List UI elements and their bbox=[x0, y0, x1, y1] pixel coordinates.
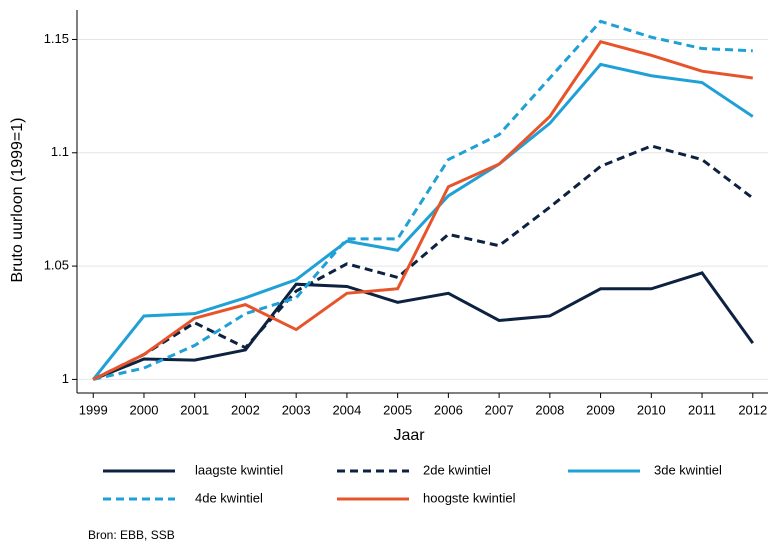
x-tick-label: 1999 bbox=[79, 402, 108, 417]
x-tick-label: 2009 bbox=[586, 402, 615, 417]
y-tick-label: 1 bbox=[62, 371, 69, 386]
line bbox=[92, 19, 753, 381]
legend-label: 4de kwintiel bbox=[195, 490, 263, 505]
x-tick-label: 2008 bbox=[535, 402, 564, 417]
y-axis-title: Bruto uurloon (1999=1) bbox=[9, 118, 26, 283]
y-tick-label: 1.05 bbox=[44, 258, 69, 273]
line bbox=[92, 40, 753, 381]
legend-label: 3de kwintiel bbox=[654, 462, 722, 477]
x-tick-label: 2001 bbox=[180, 402, 209, 417]
x-tick-label: 2000 bbox=[130, 402, 159, 417]
x-tick-label: 2004 bbox=[332, 402, 361, 417]
legend-label: hoogste kwintiel bbox=[423, 490, 516, 505]
line bbox=[92, 144, 754, 381]
line bbox=[92, 62, 754, 381]
line bbox=[92, 271, 754, 381]
x-tick-label: 2003 bbox=[282, 402, 311, 417]
y-tick-label: 1.1 bbox=[51, 144, 69, 159]
legend-label: 2de kwintiel bbox=[423, 462, 491, 477]
y-tick-label: 1.15 bbox=[44, 31, 69, 46]
x-tick-label: 2002 bbox=[231, 402, 260, 417]
x-tick-label: 2005 bbox=[383, 402, 412, 417]
x-tick-label: 2006 bbox=[434, 402, 463, 417]
x-tick-label: 2012 bbox=[738, 402, 767, 417]
legend-label: laagste kwintiel bbox=[195, 462, 283, 477]
x-tick-label: 2010 bbox=[637, 402, 666, 417]
x-tick-label: 2011 bbox=[688, 402, 716, 417]
source: Bron: EBB, SSB bbox=[88, 528, 175, 542]
x-tick-label: 2007 bbox=[485, 402, 514, 417]
x-axis-title: Jaar bbox=[393, 427, 425, 444]
